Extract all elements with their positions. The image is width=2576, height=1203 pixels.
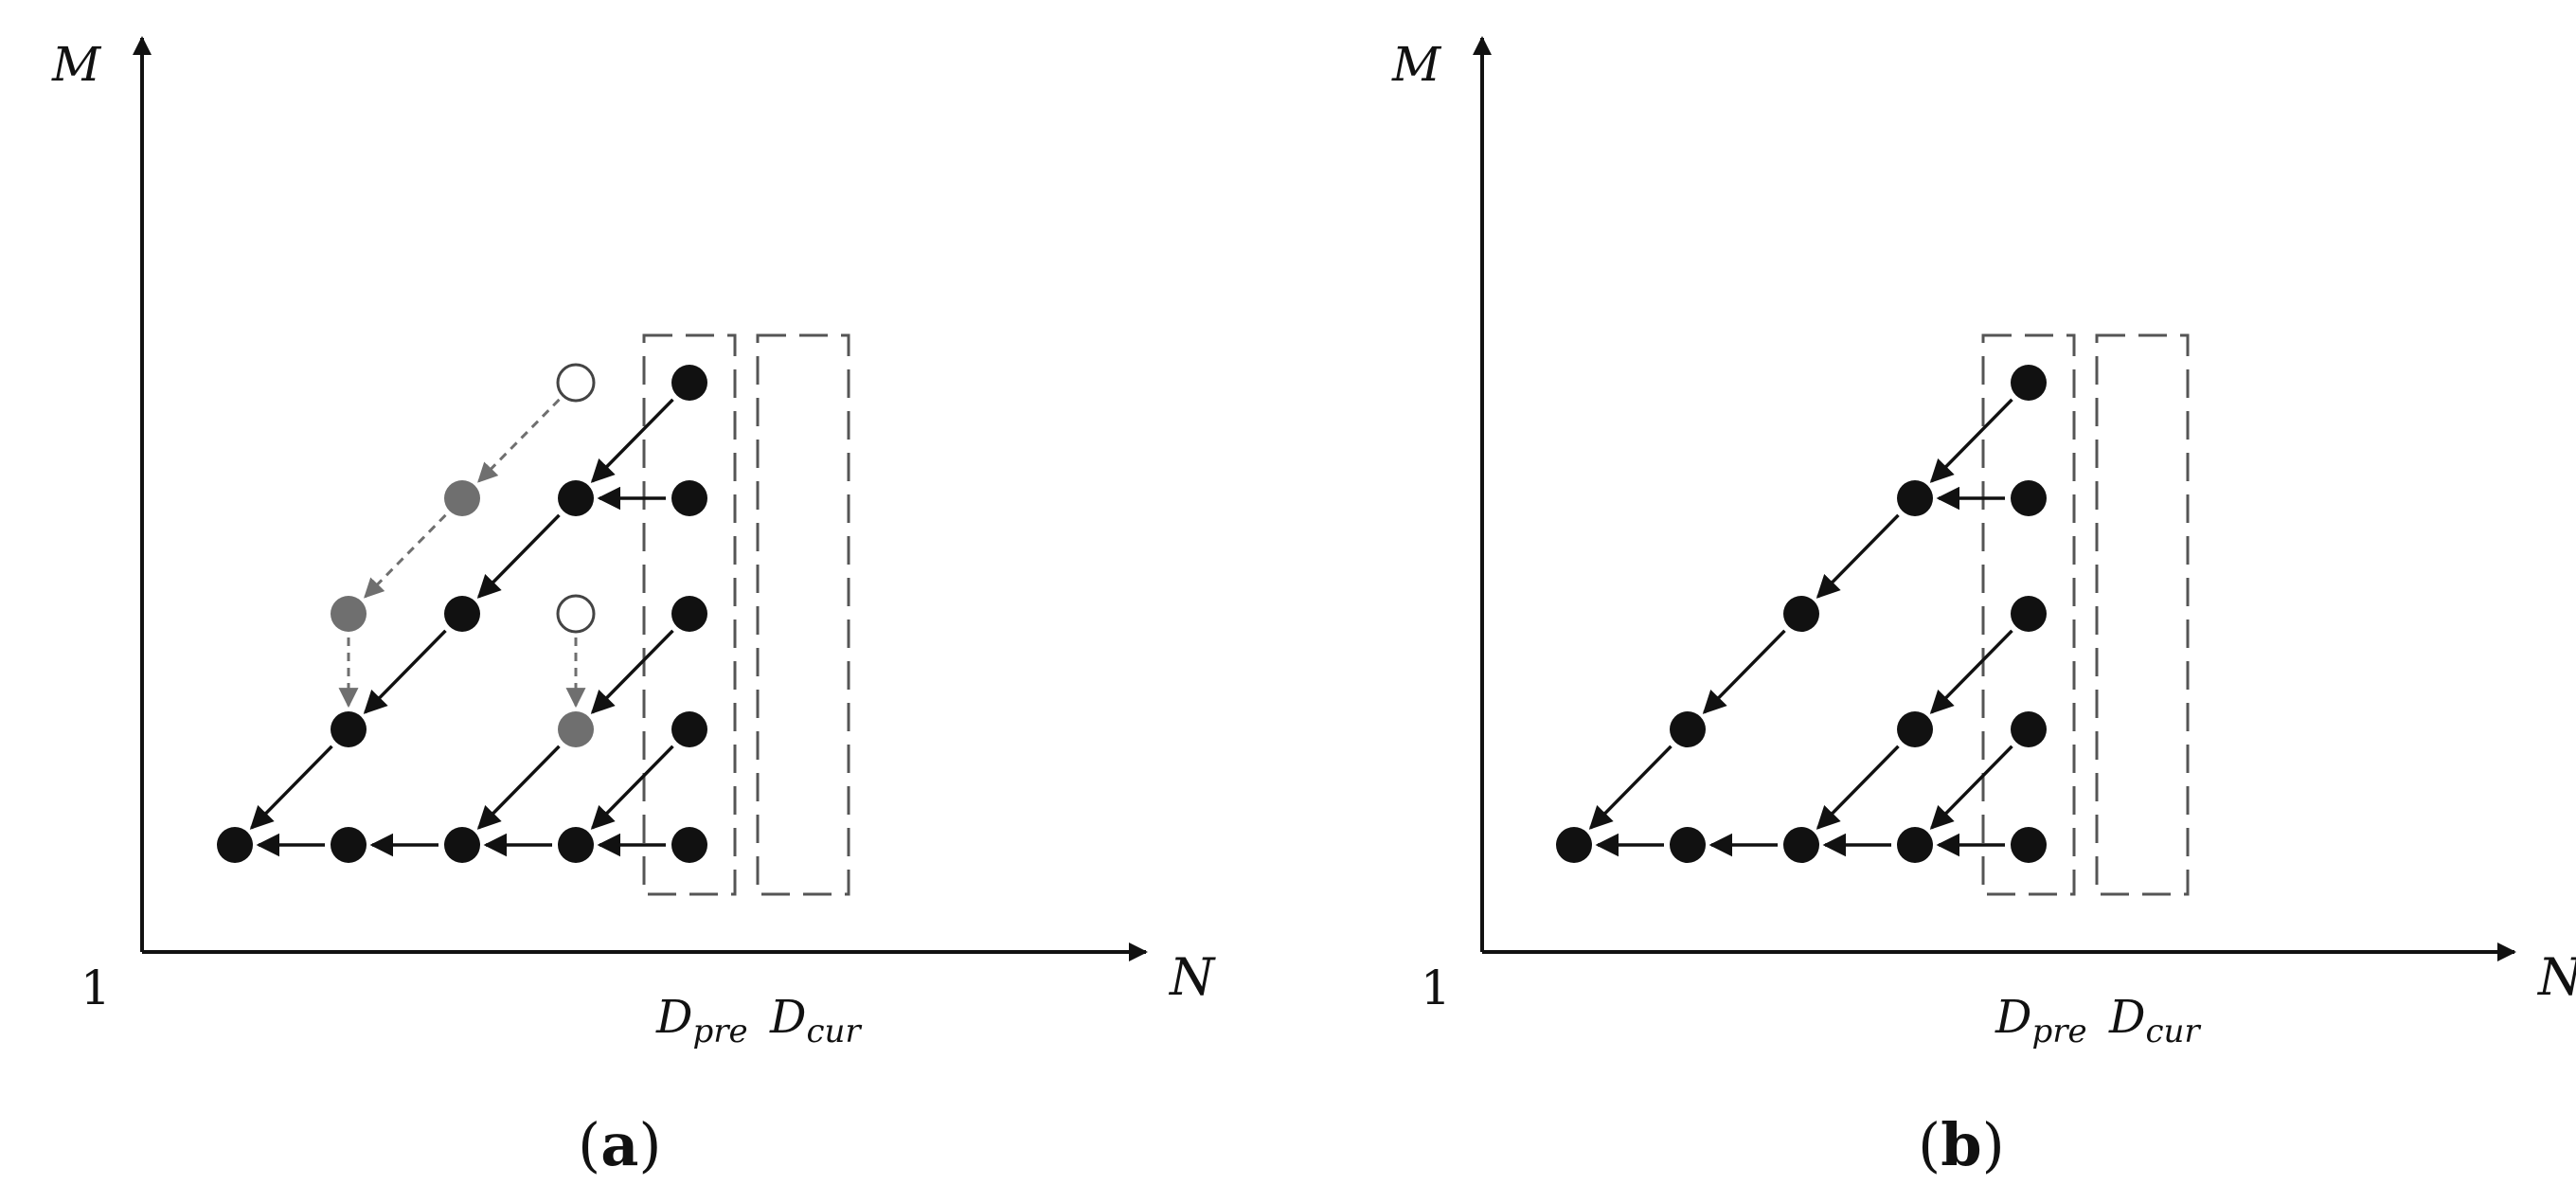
node-r3c4 <box>671 480 707 516</box>
node-r2c2 <box>1783 596 1819 632</box>
node-r0c3 <box>1897 827 1933 863</box>
node-r0c4 <box>671 827 707 863</box>
node-r1c1 <box>331 711 367 747</box>
window-box-pre <box>642 333 737 896</box>
node-r0c1 <box>1670 827 1706 863</box>
edge-r3c3-to-r2c2 <box>1816 513 1900 599</box>
y-axis-label: M <box>51 37 102 92</box>
node-r0c0 <box>217 827 253 863</box>
node-r1c4 <box>671 711 707 747</box>
node-r0c3 <box>558 827 594 863</box>
node-r3c4 <box>2011 480 2047 516</box>
window-label-cur: Dcur <box>769 991 862 1050</box>
node-r1c1 <box>1670 711 1706 747</box>
node-r1c3 <box>558 711 594 747</box>
node-r0c0 <box>1556 827 1592 863</box>
node-r4c3 <box>556 363 596 403</box>
node-r2c2 <box>444 596 480 632</box>
window-box-cur <box>756 333 850 896</box>
panel-b: M N 1 Dpre Dcur (b) <box>1391 36 2576 1179</box>
origin-label: 1 <box>80 961 111 1015</box>
edge-r1c1-to-r0c0 <box>249 745 333 830</box>
node-r4c4 <box>2011 365 2047 401</box>
node-r1c3 <box>1897 711 1933 747</box>
edge-r1c4-to-r0c3 <box>590 745 674 830</box>
edge-r1c4-to-r0c3 <box>1929 745 2013 830</box>
node-r2c4 <box>671 596 707 632</box>
node-r2c1 <box>331 596 367 632</box>
edge-r2c4-to-r1c3 <box>590 629 674 714</box>
node-r3c3 <box>1897 480 1933 516</box>
node-r2c3 <box>556 594 596 634</box>
edge-r3c2-to-r2c1 <box>364 513 447 599</box>
edge-r2c2-to-r1c1 <box>1702 629 1786 714</box>
x-axis-label: N <box>2536 947 2576 1007</box>
panel-a: M N 1 Dpre Dcur (a) <box>51 36 1216 1179</box>
node-r3c2 <box>444 480 480 516</box>
edge-r1c3-to-r0c2 <box>1816 745 1900 830</box>
edge-r2c4-to-r1c3 <box>1929 629 2013 714</box>
edge-r1c3-to-r0c2 <box>476 745 561 830</box>
window-label-cur: Dcur <box>2108 991 2201 1050</box>
node-r0c2 <box>1783 827 1819 863</box>
node-r2c4 <box>2011 596 2047 632</box>
y-axis-label: M <box>1391 37 1442 92</box>
edge-r3c3-to-r2c2 <box>476 513 561 599</box>
edge-r1c1-to-r0c0 <box>1588 745 1673 830</box>
window-box-cur <box>2095 333 2190 896</box>
window-label-pre: Dpre <box>1995 991 2087 1050</box>
node-r0c4 <box>2011 827 2047 863</box>
window-label-pre: Dpre <box>655 991 748 1050</box>
panel-caption-b: (b) <box>1918 1110 2005 1179</box>
panels-root: M N 1 Dpre Dcur (a) M N 1 Dpre Dcur (b) <box>51 36 2576 1179</box>
node-r1c4 <box>2011 711 2047 747</box>
x-axis-label: N <box>1168 947 1216 1007</box>
node-r0c2 <box>444 827 480 863</box>
origin-label: 1 <box>1421 961 1451 1015</box>
edge-r4c3-to-r3c2 <box>477 398 561 483</box>
edge-r4c4-to-r3c3 <box>590 398 674 483</box>
node-r0c1 <box>331 827 367 863</box>
edge-r2c2-to-r1c1 <box>363 629 447 714</box>
node-r3c3 <box>558 480 594 516</box>
panel-caption-a: (a) <box>578 1110 662 1179</box>
edge-r4c4-to-r3c3 <box>1929 398 2013 483</box>
node-r4c4 <box>671 365 707 401</box>
window-box-pre <box>1981 333 2076 896</box>
